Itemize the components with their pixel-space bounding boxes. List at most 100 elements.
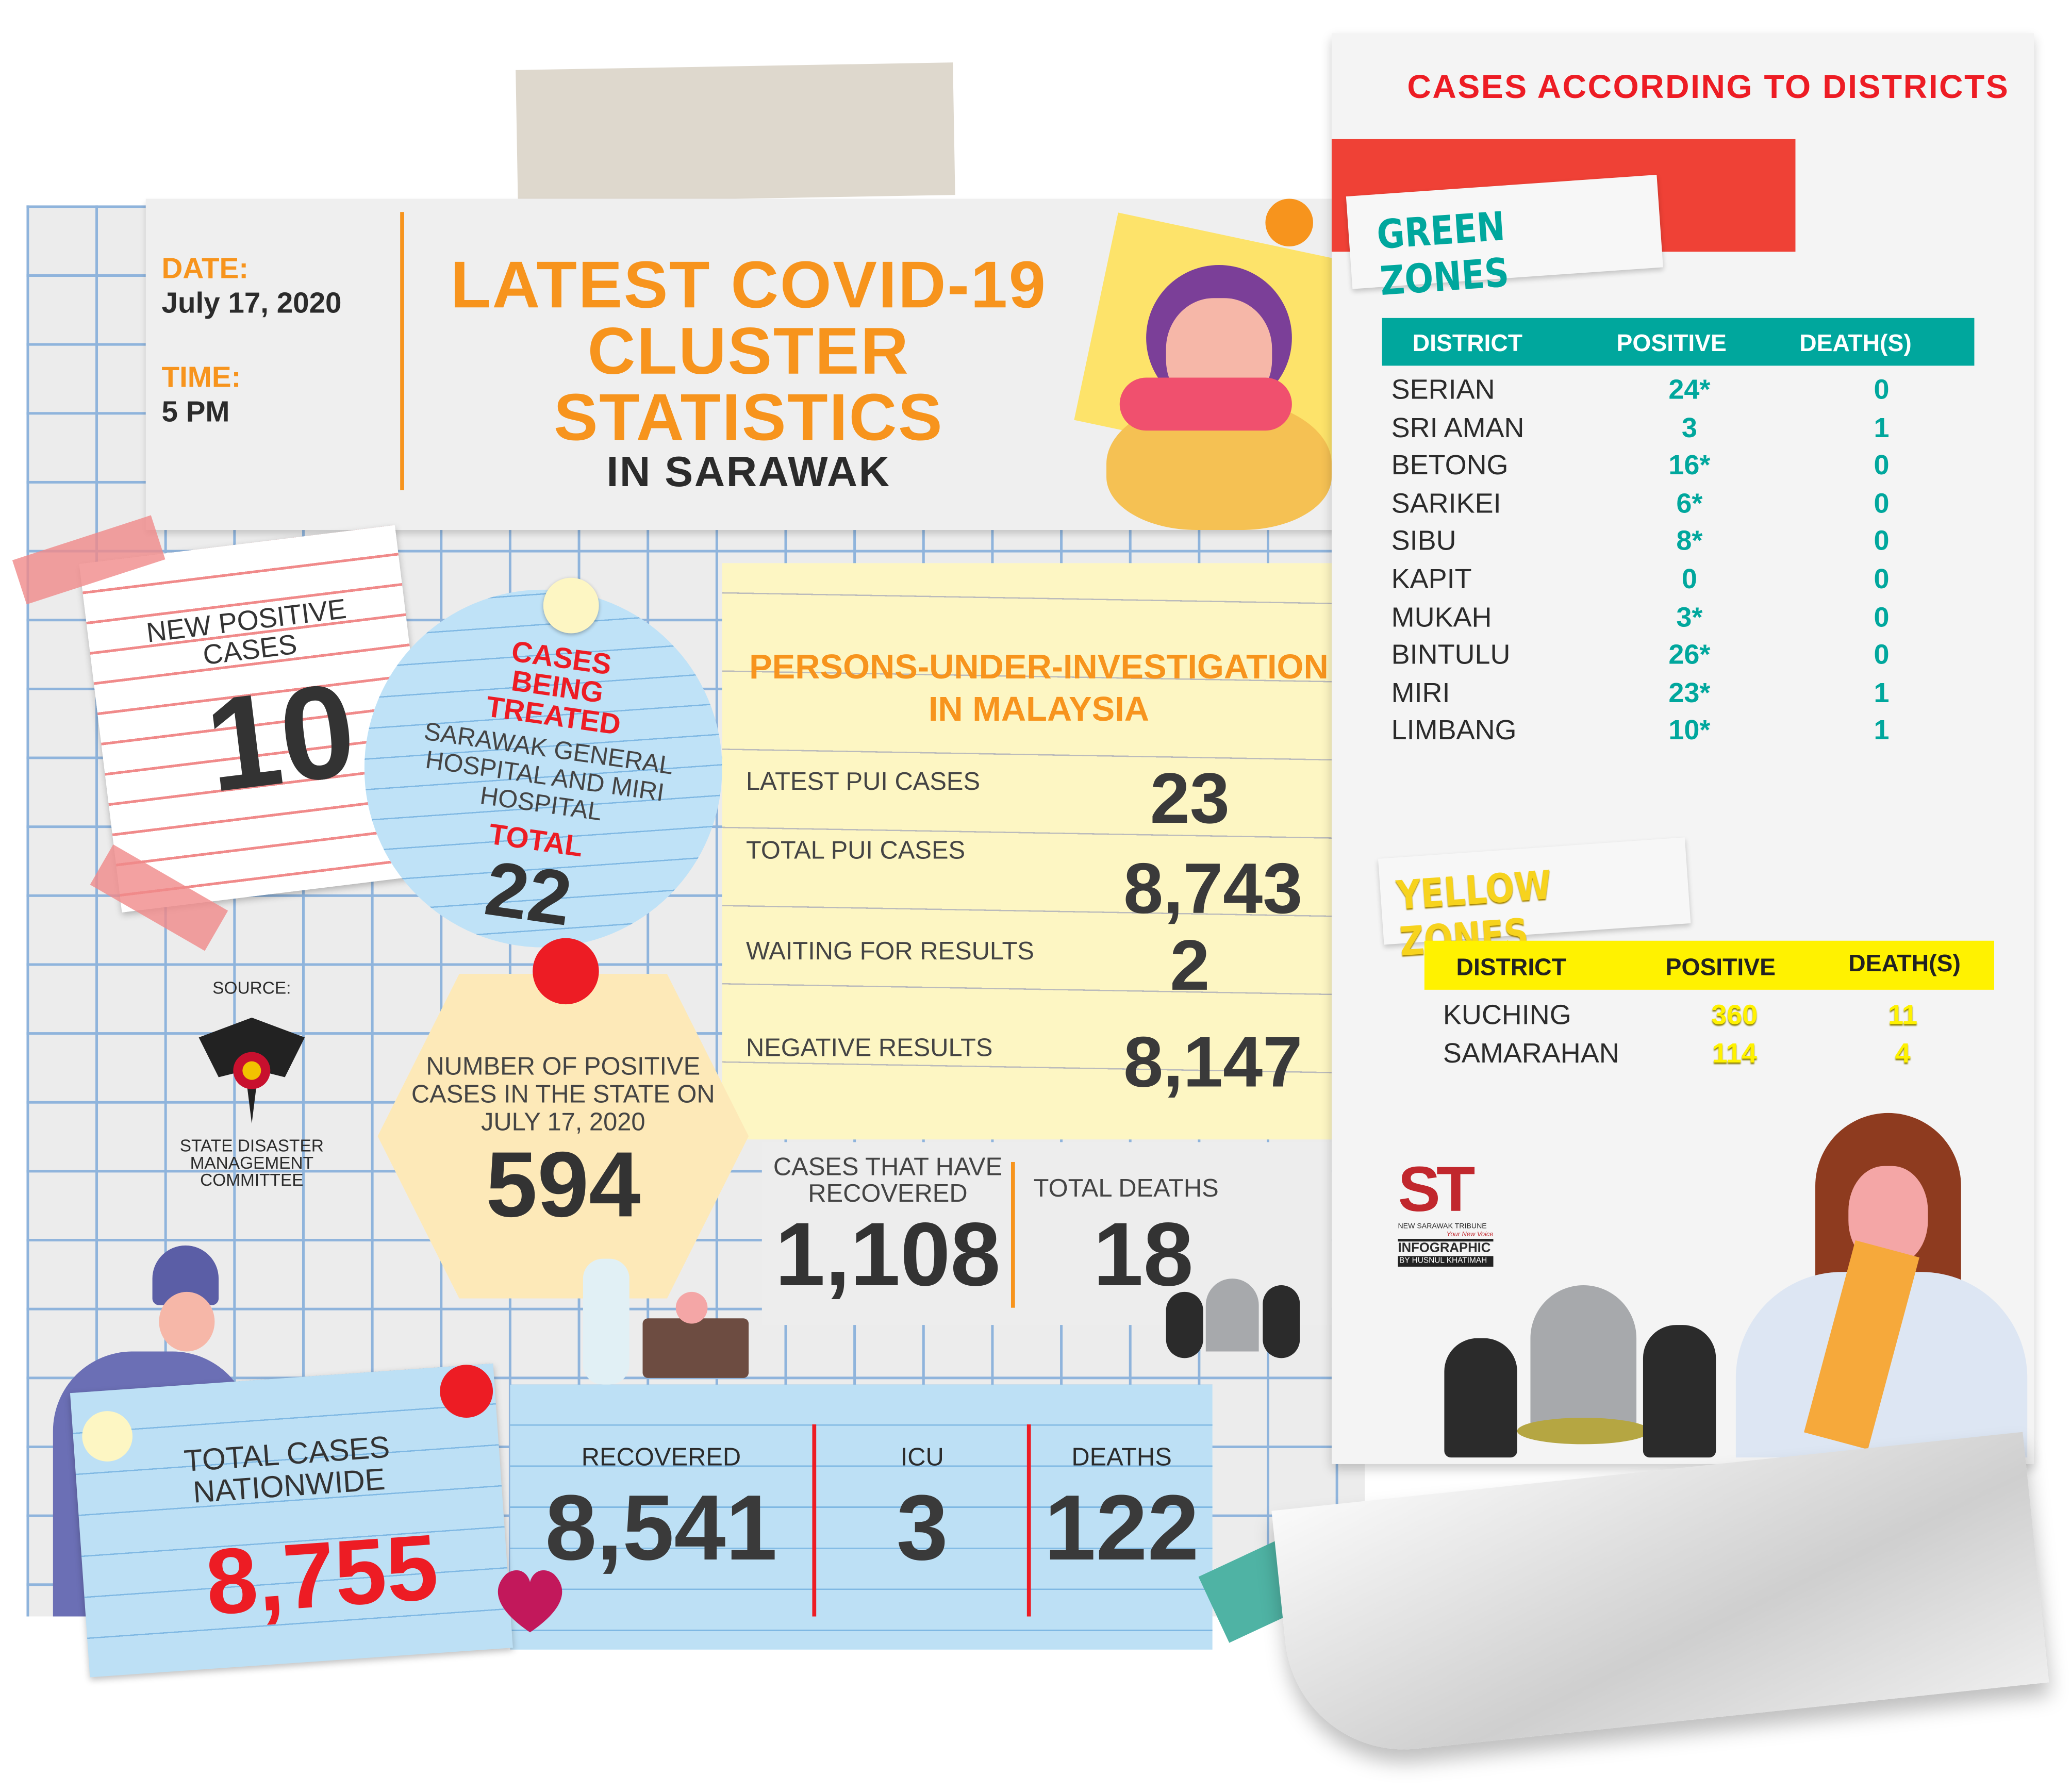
column-header: DEATH(S): [1799, 329, 1912, 357]
mourners-small-illustration: [1159, 1272, 1318, 1365]
positive-cell: 114: [1712, 1038, 1757, 1070]
deaths-cell: 1: [1874, 716, 1890, 746]
stat-value: 3: [896, 1476, 948, 1580]
source-block: SOURCE: STATE DISASTER MANAGEMENT COMMIT…: [159, 978, 344, 1189]
divider: [400, 212, 404, 490]
district-cell: SIBU: [1391, 526, 1456, 557]
green-table-header: DISTRICT POSITIVE DEATH(S): [1382, 318, 1975, 366]
pin-icon: [82, 1411, 133, 1462]
pui-title: PERSONS-UNDER-INVESTIGATION IN MALAYSIA: [722, 645, 1356, 730]
column-header: POSITIVE: [1665, 954, 1776, 981]
nationwide-label: TOTAL CASES NATIONWIDE: [183, 1429, 391, 1509]
pui-title-line: IN MALAYSIA: [928, 689, 1150, 729]
deaths-cell: 0: [1874, 640, 1890, 671]
column-header: DISTRICT: [1456, 954, 1566, 981]
date-value: July 17, 2020: [161, 286, 342, 320]
cases-being-treated-card: CASES BEING TREATED SARAWAK GENERAL HOSP…: [364, 589, 722, 948]
district-cell: BINTULU: [1391, 640, 1511, 671]
pui-label: LATEST PUI CASES: [745, 768, 981, 797]
pushpin-icon: [533, 938, 599, 1005]
positive-cell: 8*: [1676, 526, 1703, 557]
pui-value: 8,743: [1123, 849, 1303, 929]
page-title: LATEST COVID-19 CLUSTER STATISTICS IN SA…: [397, 252, 1100, 493]
date-block: DATE: July 17, 2020 TIME: 5 PM: [162, 252, 342, 429]
logo-label: INFOGRAPHIC: [1398, 1241, 1491, 1256]
pui-label: TOTAL PUI CASES: [745, 837, 966, 866]
time-value: 5 PM: [161, 394, 230, 428]
district-cell: MUKAH: [1391, 602, 1492, 633]
stat-value: 122: [1044, 1476, 1199, 1580]
nationwide-stats-band: RECOVERED 8,541 ICU 3 DEATHS 122: [510, 1384, 1213, 1650]
deaths-cell: 0: [1874, 526, 1890, 557]
pui-value: 2: [1170, 926, 1210, 1006]
deaths-value: 18: [1093, 1204, 1194, 1305]
page-subtitle: IN SARAWAK: [606, 447, 891, 496]
deaths-cell: 1: [1874, 412, 1890, 443]
pui-card: PERSONS-UNDER-INVESTIGATION IN MALAYSIA …: [722, 563, 1356, 1140]
divider: [1010, 1162, 1015, 1308]
column-header: DEATH(S): [1848, 950, 1961, 977]
deaths-cell: 0: [1874, 488, 1890, 519]
deaths-cell: 4: [1895, 1038, 1911, 1070]
recovered-value: 1,108: [775, 1204, 1001, 1305]
logo-credit: BY HUSNUL KHATIMAH: [1398, 1256, 1494, 1267]
green-zones-label: GREEN ZONES: [1375, 204, 1511, 306]
state-positive-label: NUMBER OF POSITIVE CASES IN THE STATE ON…: [411, 1053, 715, 1137]
district-cell: SRI AMAN: [1391, 412, 1525, 443]
nationwide-value: 8,755: [202, 1515, 441, 1635]
positive-cell: 360: [1711, 1000, 1758, 1031]
pushpin-icon: [1265, 198, 1313, 247]
pin-icon: [543, 577, 599, 634]
deaths-cell: 0: [1874, 564, 1890, 595]
district-cell: SAMARAHAN: [1443, 1038, 1619, 1070]
district-cell: BETONG: [1391, 451, 1509, 482]
district-cell: MIRI: [1391, 678, 1450, 709]
sick-person-illustration: [1106, 252, 1332, 530]
positive-cell: 26*: [1668, 640, 1711, 671]
positive-cell: 16*: [1668, 451, 1711, 482]
source-label: SOURCE:: [212, 977, 291, 998]
st-logo: ST NEW SARAWAK TRIBUNE Your New Voice IN…: [1398, 1155, 1494, 1267]
stat-value: 8,541: [545, 1476, 777, 1580]
positive-cell: 23*: [1668, 678, 1711, 709]
pui-title-line: PERSONS-UNDER-INVESTIGATION: [749, 646, 1329, 687]
recovered-label: CASES THAT HAVE RECOVERED: [773, 1154, 1003, 1208]
divider: [1026, 1424, 1031, 1617]
pui-label: NEGATIVE RESULTS: [745, 1035, 993, 1063]
pui-label: WAITING FOR RESULTS: [745, 938, 1034, 966]
logo-mark: ST: [1398, 1155, 1475, 1226]
positive-cell: 24*: [1668, 375, 1711, 406]
state-crest-icon: [198, 1017, 305, 1124]
heart-icon: [498, 1570, 562, 1633]
positive-cell: 3: [1681, 412, 1697, 443]
column-header: DISTRICT: [1412, 329, 1523, 357]
title-line: CLUSTER: [587, 314, 910, 389]
district-cell: LIMBANG: [1391, 716, 1517, 746]
pui-value: 23: [1150, 759, 1230, 839]
tape-decoration: [516, 62, 955, 203]
source-org: STATE DISASTER MANAGEMENT COMMITTEE: [179, 1135, 324, 1190]
deaths-cell: 1: [1874, 678, 1890, 709]
state-positive-value: 594: [486, 1133, 641, 1236]
district-cell: KUCHING: [1443, 1000, 1571, 1031]
title-line: LATEST COVID-19: [450, 247, 1047, 322]
districts-title: CASES ACCORDING TO DISTRICTS: [1407, 69, 2010, 106]
deaths-label: TOTAL DEATHS: [1033, 1175, 1219, 1203]
mourners-illustration: [1444, 1285, 1735, 1464]
deaths-cell: 11: [1888, 1000, 1918, 1031]
stat-label: RECOVERED: [581, 1444, 741, 1472]
doctor-patient-illustration: [570, 1246, 755, 1385]
state-positive-card: NUMBER OF POSITIVE CASES IN THE STATE ON…: [377, 974, 749, 1299]
positive-cell: 0: [1681, 564, 1697, 595]
positive-cell: 10*: [1668, 716, 1711, 746]
column-header: POSITIVE: [1616, 329, 1727, 357]
stat-label: DEATHS: [1071, 1444, 1172, 1472]
pushpin-icon: [440, 1365, 493, 1418]
sneezing-woman-illustration: [1722, 1113, 2028, 1458]
deaths-cell: 0: [1874, 375, 1890, 406]
district-cell: KAPIT: [1391, 564, 1472, 595]
logo-name: NEW SARAWAK TRIBUNE: [1398, 1223, 1487, 1231]
pui-value: 8,147: [1123, 1023, 1303, 1103]
deaths-cell: 0: [1874, 451, 1890, 482]
positive-cell: 6*: [1676, 488, 1703, 519]
